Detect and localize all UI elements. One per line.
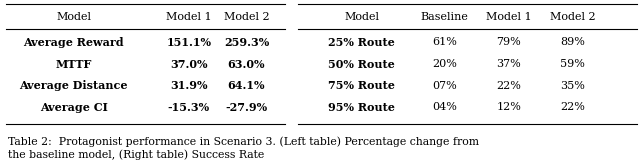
Text: 07%: 07%	[433, 81, 457, 91]
Text: Model: Model	[344, 12, 379, 22]
Text: 95% Route: 95% Route	[328, 102, 395, 113]
Text: 89%: 89%	[561, 37, 585, 47]
Text: -27.9%: -27.9%	[225, 102, 268, 113]
Text: 31.9%: 31.9%	[170, 80, 207, 91]
Text: Average CI: Average CI	[40, 102, 108, 113]
Text: 12%: 12%	[497, 102, 521, 112]
Text: 50% Route: 50% Route	[328, 59, 395, 69]
Text: 22%: 22%	[561, 102, 585, 112]
Text: 04%: 04%	[433, 102, 457, 112]
Text: Table 2:  Protagonist performance in Scenario 3. (Left table) Percentage change : Table 2: Protagonist performance in Scen…	[8, 137, 479, 160]
Text: 64.1%: 64.1%	[228, 80, 265, 91]
Text: Model 2: Model 2	[223, 12, 269, 22]
Text: Model 1: Model 1	[166, 12, 212, 22]
Text: 61%: 61%	[433, 37, 457, 47]
Text: -15.3%: -15.3%	[168, 102, 210, 113]
Text: 59%: 59%	[561, 59, 585, 69]
Text: 25% Route: 25% Route	[328, 37, 395, 48]
Text: 35%: 35%	[561, 81, 585, 91]
Text: Baseline: Baseline	[421, 12, 468, 22]
Text: 259.3%: 259.3%	[224, 37, 269, 48]
Text: Model 1: Model 1	[486, 12, 532, 22]
Text: 22%: 22%	[497, 81, 521, 91]
Text: 37.0%: 37.0%	[170, 59, 207, 69]
Text: Average Distance: Average Distance	[19, 80, 128, 91]
Text: 151.1%: 151.1%	[166, 37, 211, 48]
Text: 75% Route: 75% Route	[328, 80, 395, 91]
Text: 37%: 37%	[497, 59, 521, 69]
Text: Model: Model	[56, 12, 91, 22]
Text: 63.0%: 63.0%	[228, 59, 265, 69]
Text: MTTF: MTTF	[56, 59, 92, 69]
Text: 20%: 20%	[433, 59, 457, 69]
Text: Model 2: Model 2	[550, 12, 596, 22]
Text: Average Reward: Average Reward	[23, 37, 124, 48]
Text: 79%: 79%	[497, 37, 521, 47]
